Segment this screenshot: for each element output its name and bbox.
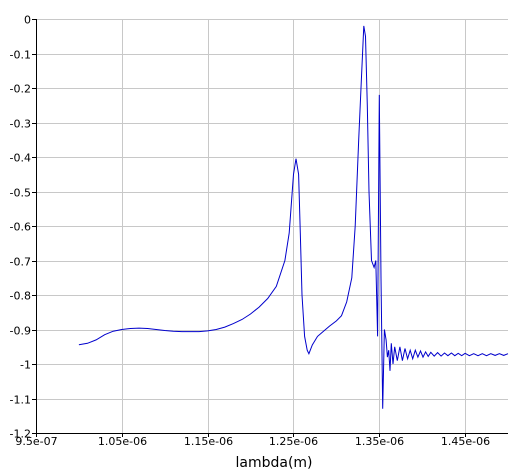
- x-tick-label: 1.25e-06: [269, 435, 318, 448]
- y-tick-label: -0.9: [10, 325, 31, 338]
- y-tick-label: -1.1: [10, 394, 31, 407]
- y-tick-label: -1: [20, 359, 31, 372]
- x-tick-label: 1.35e-06: [355, 435, 404, 448]
- x-axis-label: lambda(m): [235, 455, 312, 471]
- y-tick-label: -0.7: [10, 256, 31, 269]
- y-tick-labels: 0 -0.1 -0.2 -0.3 -0.4 -0.5 -0.6 -0.7 -0.8 -0.9 -1 -…: [10, 14, 31, 441]
- x-tick-label: 1.15e-06: [184, 435, 233, 448]
- x-tick-labels: 9.5e-07 1.05e-06 1.15e-06 1.25e-06 1.35e-06 1…: [15, 435, 490, 448]
- y-tick-label: -0.2: [10, 83, 31, 96]
- y-tick-label: -0.3: [10, 118, 31, 131]
- y-tick-label: -0.1: [10, 49, 31, 62]
- grid-lines: [36, 19, 508, 434]
- series-line: [78, 25, 509, 409]
- axes: [32, 19, 508, 437]
- y-tick-label: -0.4: [10, 152, 31, 165]
- series-group: [78, 25, 509, 409]
- y-tick-label: -0.5: [10, 187, 31, 200]
- y-tick-label: -0.8: [10, 290, 31, 303]
- x-tick-label: 9.5e-07: [15, 435, 57, 448]
- x-tick-label: 1.45e-06: [441, 435, 490, 448]
- y-tick-label: -0.6: [10, 221, 31, 234]
- y-tick-label: -1.2: [10, 428, 31, 441]
- y-tick-label: 0: [24, 14, 31, 27]
- x-tick-label: 1.05e-06: [98, 435, 147, 448]
